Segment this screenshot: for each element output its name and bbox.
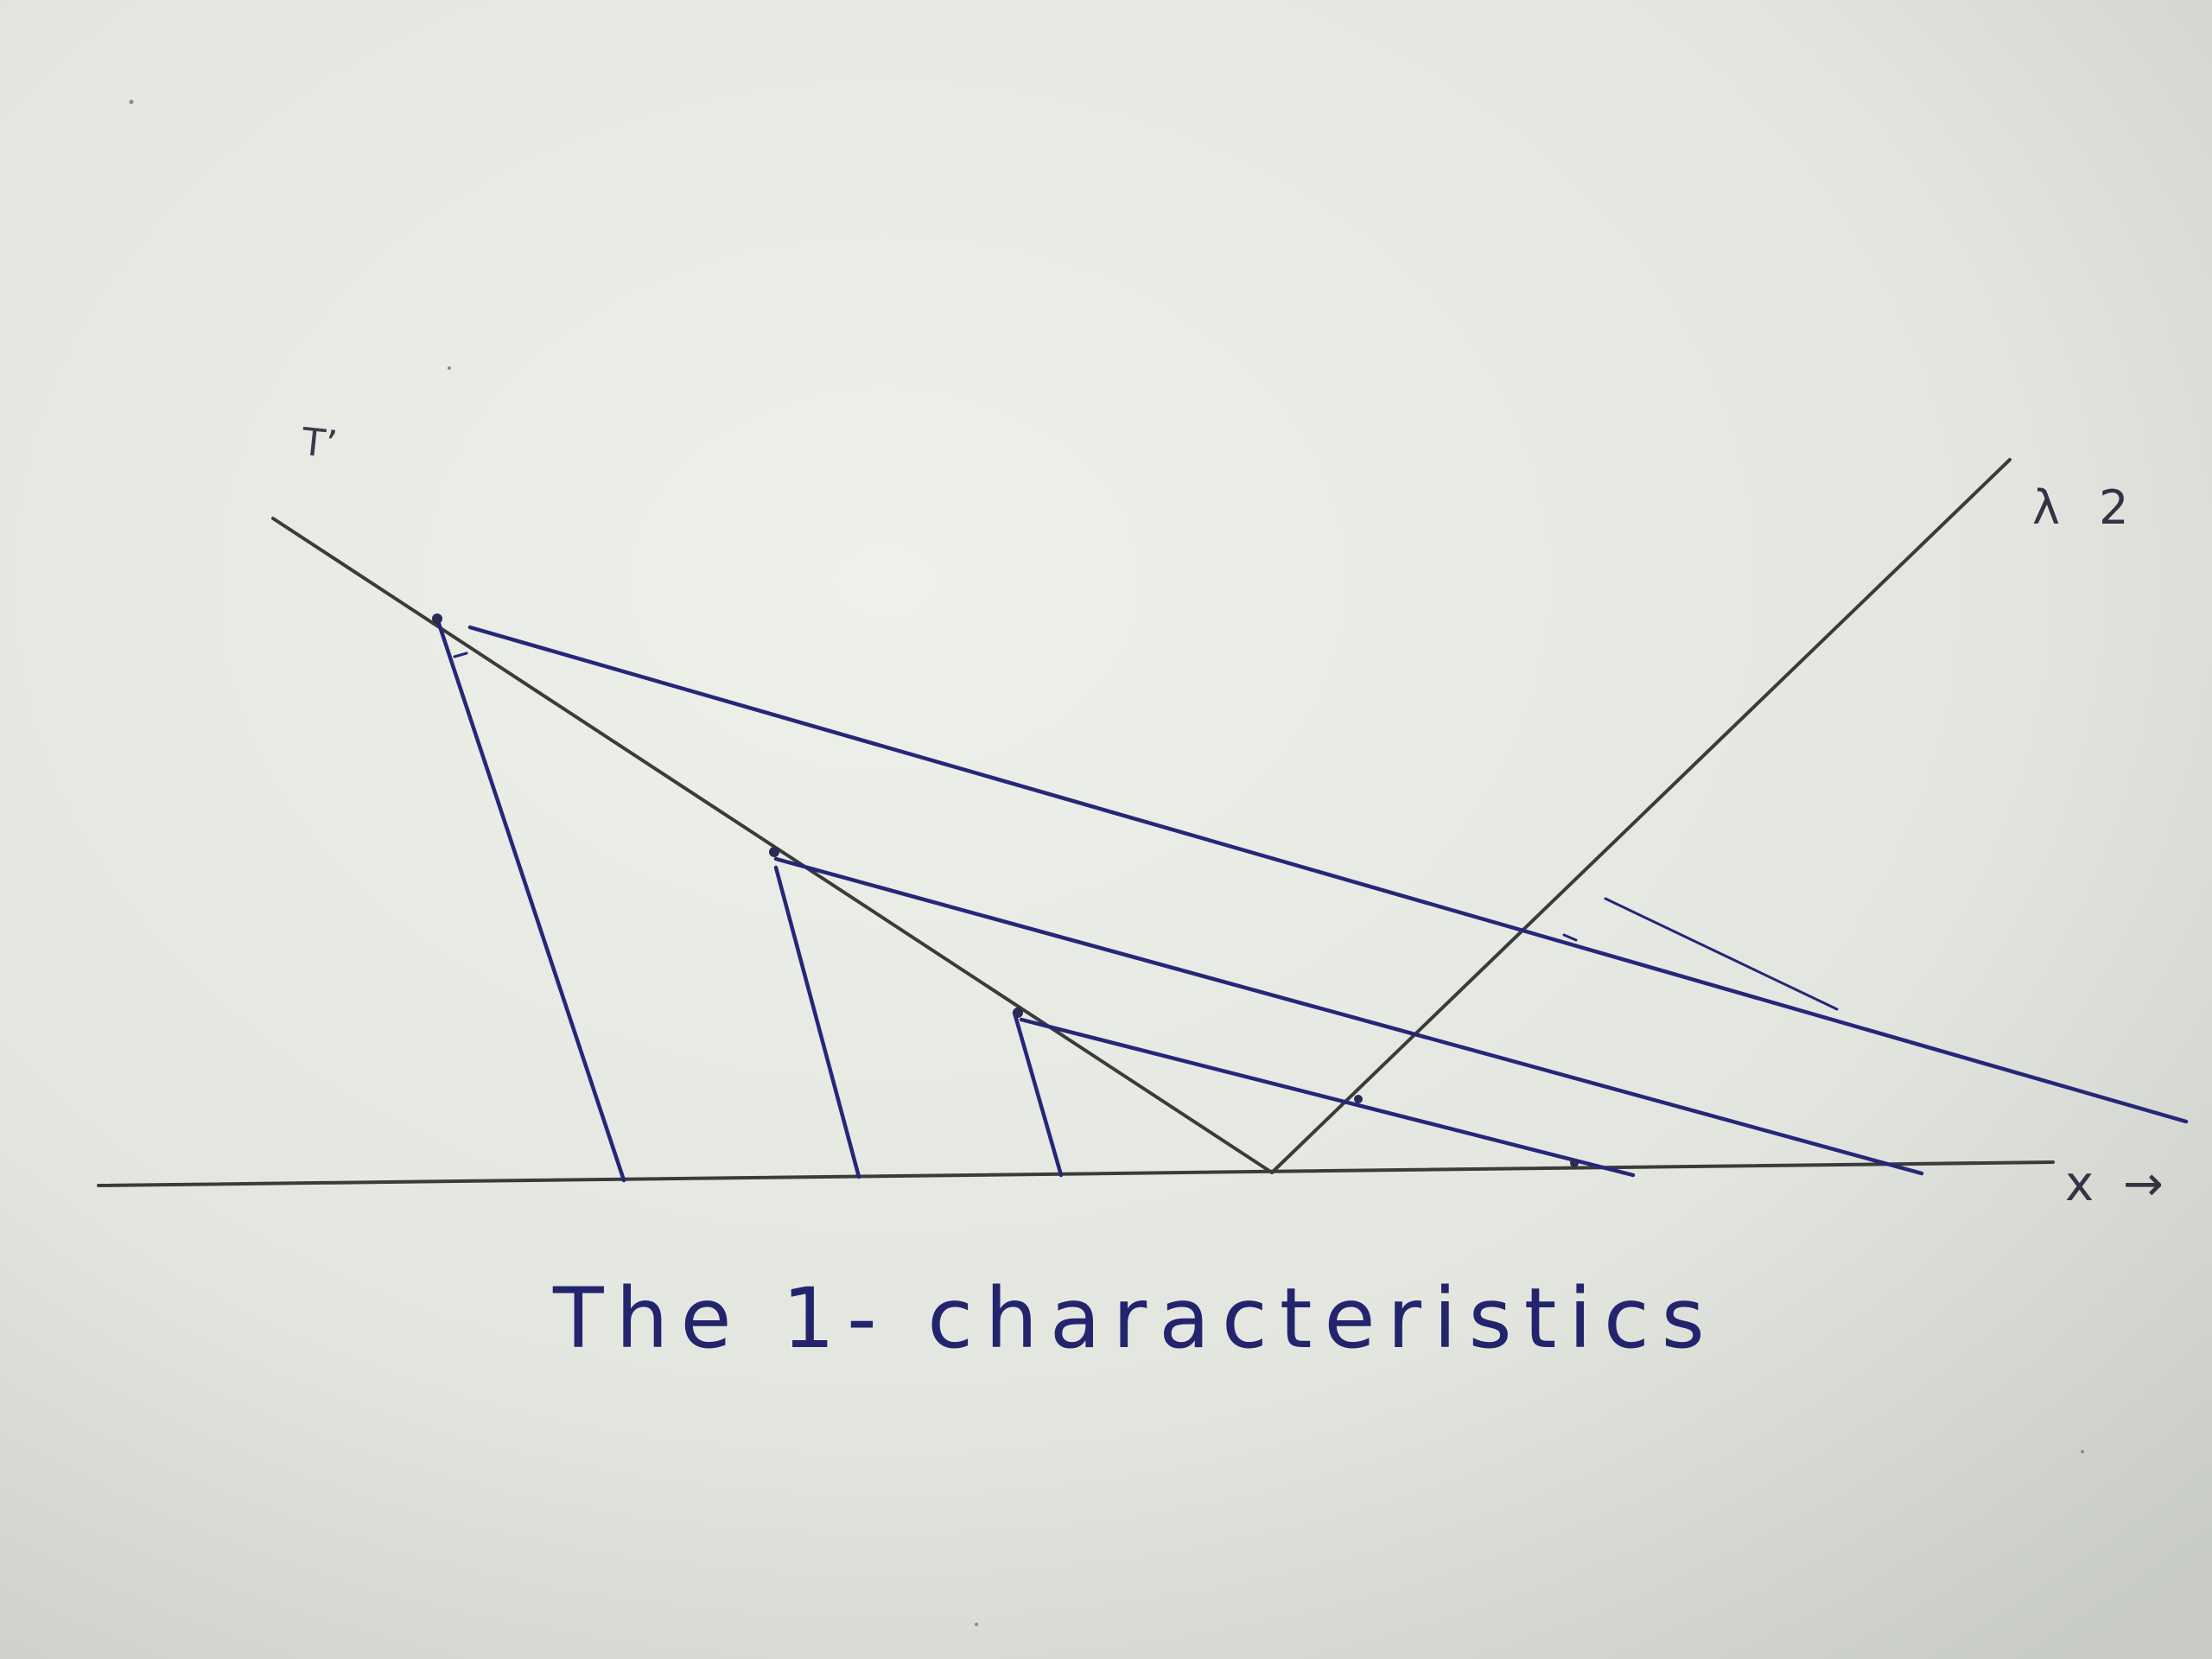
shallow-characteristic-1 bbox=[467, 625, 2189, 1124]
steep-characteristic-1 bbox=[435, 616, 626, 1183]
lambda2-characteristic-line bbox=[1270, 458, 2012, 1174]
shallow-characteristic-2 bbox=[773, 856, 1924, 1176]
x-axis-line bbox=[97, 1160, 2055, 1187]
steep-characteristic-2 bbox=[773, 865, 861, 1179]
reflected-stroke bbox=[1604, 897, 1839, 1011]
dot-top bbox=[432, 613, 442, 624]
dot-lower bbox=[1013, 1007, 1023, 1018]
corner-tick-mark bbox=[453, 652, 468, 658]
small-tick-mark bbox=[1562, 933, 1578, 942]
intersection-dots bbox=[432, 613, 1579, 1167]
ink-characteristics bbox=[435, 616, 2189, 1183]
paper-specks bbox=[129, 99, 2084, 1626]
steep-characteristic-3 bbox=[1012, 1010, 1064, 1178]
x-axis-label: x → bbox=[2065, 1156, 2171, 1212]
dot-crossing bbox=[1354, 1095, 1363, 1103]
dot-middle bbox=[769, 847, 779, 857]
diagram-caption: The 1- characteristics bbox=[553, 1270, 1717, 1367]
lambda2-label: λ 2 bbox=[2032, 480, 2141, 535]
shallow-characteristic-3 bbox=[1019, 1017, 1636, 1178]
dot-ink-end bbox=[1570, 1159, 1579, 1167]
t1-label: T’ bbox=[299, 420, 340, 467]
